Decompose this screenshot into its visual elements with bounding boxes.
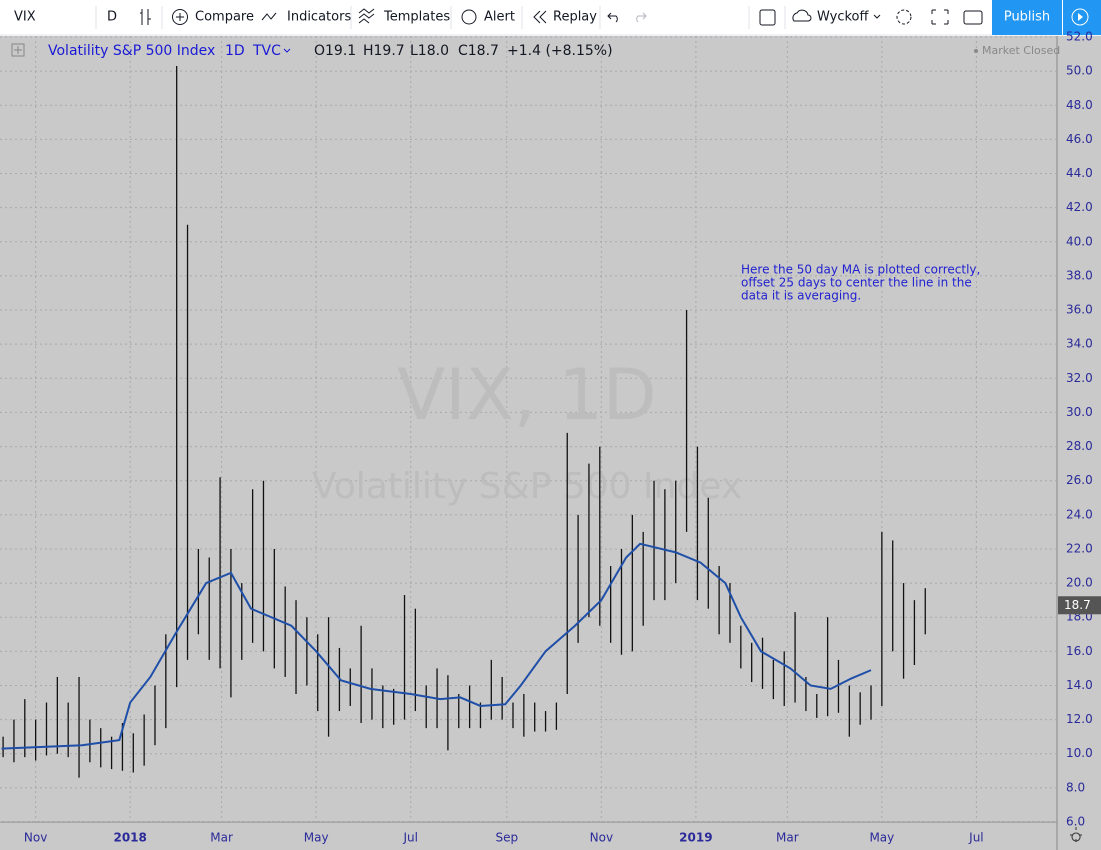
y-tick-label: 20.0 bbox=[1066, 576, 1093, 590]
legend-dropdown[interactable] bbox=[283, 48, 291, 53]
y-tick-label: 42.0 bbox=[1066, 200, 1093, 214]
y-tick-label: 52.0 bbox=[1066, 30, 1093, 44]
toolbar bbox=[0, 0, 1101, 35]
chart-type-icon[interactable] bbox=[140, 9, 151, 25]
publish-label: Publish bbox=[1004, 10, 1050, 25]
layout-dropdown[interactable] bbox=[873, 14, 881, 19]
compare-icon-plus bbox=[176, 13, 184, 21]
legend-low: L18.0 bbox=[410, 43, 449, 59]
y-tick-label: 14.0 bbox=[1066, 678, 1093, 692]
status-dot bbox=[974, 49, 978, 53]
last-price-label: 18.7 bbox=[1064, 598, 1091, 612]
x-tick-label: 2018 bbox=[113, 831, 146, 845]
watermark-title: VIX, 1D bbox=[397, 354, 656, 436]
legend-change: +1.4 (+8.15%) bbox=[507, 43, 613, 59]
x-tick-label: Mar bbox=[776, 831, 799, 845]
y-tick-label: 38.0 bbox=[1066, 268, 1093, 282]
annotation: Here the 50 day MA is plotted correctly, bbox=[741, 263, 980, 277]
y-tick-label: 22.0 bbox=[1066, 541, 1093, 555]
price-axis bbox=[1057, 36, 1101, 850]
moving-average bbox=[1, 542, 872, 750]
last-price-tag bbox=[1058, 596, 1101, 615]
legend-symbol[interactable]: Volatility S&P 500 Index bbox=[48, 43, 215, 59]
y-tick-label: 30.0 bbox=[1066, 405, 1093, 419]
y-tick-label: 12.0 bbox=[1066, 712, 1093, 726]
fullscreen-toggle[interactable] bbox=[759, 9, 776, 26]
y-tick-label: 34.0 bbox=[1066, 337, 1093, 351]
x-tick-label: Nov bbox=[590, 831, 613, 845]
legend-high: H19.7 bbox=[363, 43, 405, 59]
x-tick-label: Jul bbox=[402, 831, 417, 845]
x-tick-label: May bbox=[869, 831, 894, 845]
symbol[interactable]: VIX bbox=[14, 10, 36, 25]
alert-button[interactable]: Alert bbox=[484, 10, 515, 25]
settings-button[interactable] bbox=[896, 9, 912, 25]
x-tick-label: Jul bbox=[968, 831, 983, 845]
compare-button[interactable]: Compare bbox=[195, 10, 254, 25]
x-tick-label: 2019 bbox=[679, 831, 712, 845]
annotation: offset 25 days to center the line in the bbox=[741, 276, 972, 290]
replay-button[interactable]: Replay bbox=[553, 10, 597, 25]
replay-icon[interactable] bbox=[533, 10, 547, 24]
stream-icon bbox=[1071, 8, 1089, 26]
undo-button[interactable] bbox=[607, 12, 618, 23]
axis-settings[interactable] bbox=[1070, 827, 1082, 842]
y-tick-label: 8.0 bbox=[1066, 780, 1085, 794]
y-tick-label: 50.0 bbox=[1066, 64, 1093, 78]
indicators-button[interactable]: Indicators bbox=[287, 10, 351, 25]
snapshot-button[interactable] bbox=[963, 10, 983, 25]
y-tick-label: 36.0 bbox=[1066, 303, 1093, 317]
redo-button[interactable] bbox=[636, 12, 647, 23]
x-tick-label: Nov bbox=[24, 831, 47, 845]
y-tick-label: 40.0 bbox=[1066, 234, 1093, 248]
x-tick-label: Mar bbox=[210, 831, 233, 845]
x-tick-label: Sep bbox=[495, 831, 518, 845]
stream-icon-play bbox=[1078, 13, 1083, 21]
y-tick-label: 16.0 bbox=[1066, 644, 1093, 658]
y-tick-label: 28.0 bbox=[1066, 439, 1093, 453]
layout-button[interactable]: Wyckoff bbox=[817, 10, 869, 25]
indicators-icon[interactable] bbox=[261, 12, 277, 21]
axes: 6.08.010.012.014.016.018.020.022.024.026… bbox=[24, 30, 1101, 845]
market-status: Market Closed bbox=[982, 44, 1060, 57]
x-tick-label: May bbox=[304, 831, 329, 845]
y-tick-label: 6.0 bbox=[1066, 815, 1085, 829]
y-tick-label: 32.0 bbox=[1066, 371, 1093, 385]
interval-button[interactable]: D bbox=[107, 10, 117, 25]
legend-collapse[interactable] bbox=[11, 43, 25, 57]
y-tick-label: 24.0 bbox=[1066, 507, 1093, 521]
alert-icon[interactable] bbox=[461, 9, 477, 25]
y-tick-label: 44.0 bbox=[1066, 166, 1093, 180]
layout-icon[interactable] bbox=[792, 9, 812, 22]
legend-open: O19.1 bbox=[314, 43, 356, 59]
y-tick-label: 46.0 bbox=[1066, 132, 1093, 146]
y-tick-label: 10.0 bbox=[1066, 746, 1093, 760]
templates-button[interactable]: Templates bbox=[383, 10, 450, 25]
series bbox=[1, 66, 926, 778]
templates-icon[interactable] bbox=[358, 8, 375, 24]
annotation: data it is averaging. bbox=[741, 289, 861, 303]
watermark-subtitle: Volatility S&P 500 Index bbox=[312, 466, 742, 507]
legend-close: C18.7 bbox=[458, 43, 499, 59]
y-tick-label: 26.0 bbox=[1066, 473, 1093, 487]
y-tick-label: 48.0 bbox=[1066, 98, 1093, 112]
publish-button[interactable] bbox=[992, 0, 1062, 35]
time-axis bbox=[0, 822, 1057, 850]
legend-interval: 1D bbox=[225, 43, 245, 59]
legend-collapse-plus bbox=[14, 46, 22, 54]
legend-exchange[interactable]: TVC bbox=[252, 43, 281, 59]
fullscreen-button[interactable] bbox=[931, 9, 949, 25]
compare-icon[interactable] bbox=[172, 9, 188, 25]
